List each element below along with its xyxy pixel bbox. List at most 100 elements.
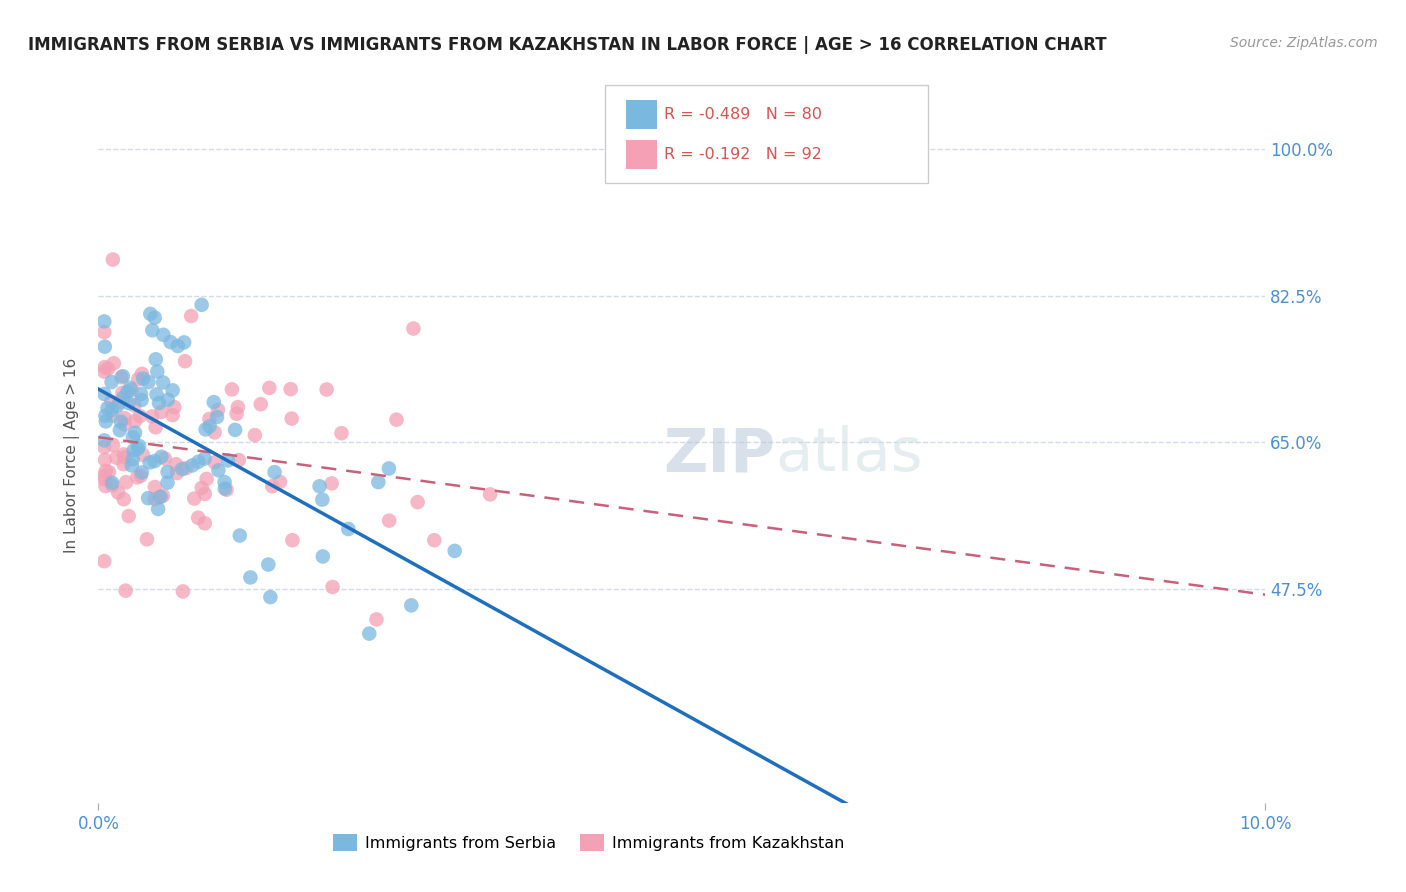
Point [198, 412, 221, 426]
Point [152, 327, 174, 342]
Point [322, 580, 344, 594]
Point [112, 391, 135, 405]
Point [152, 489, 174, 503]
Point [152, 376, 174, 390]
Point [280, 382, 302, 396]
Point [239, 570, 262, 584]
Point [281, 533, 304, 548]
Point [112, 447, 135, 461]
Point [148, 490, 170, 504]
Point [143, 454, 166, 468]
Point [146, 502, 169, 516]
Point [159, 335, 181, 350]
Point [359, 626, 381, 640]
Point [228, 453, 250, 467]
Point [93, 325, 115, 339]
Text: ZIP: ZIP [664, 425, 775, 484]
Point [217, 453, 239, 467]
Point [129, 387, 152, 401]
Point [423, 533, 446, 548]
Text: R = -0.192   N = 92: R = -0.192 N = 92 [664, 147, 821, 161]
Point [122, 452, 145, 467]
Point [315, 383, 337, 397]
Point [181, 458, 204, 473]
Point [103, 356, 125, 370]
Point [143, 310, 166, 325]
Point [143, 480, 166, 494]
Point [100, 375, 122, 389]
Point [148, 396, 170, 410]
Point [156, 475, 179, 490]
Point [204, 455, 226, 469]
Point [150, 450, 173, 464]
Point [145, 352, 167, 367]
Point [101, 478, 124, 492]
Point [378, 461, 401, 475]
Point [112, 492, 135, 507]
Point [207, 402, 229, 417]
Text: atlas: atlas [775, 425, 922, 484]
Point [121, 383, 143, 397]
Point [129, 468, 152, 483]
Point [183, 491, 205, 506]
Point [187, 455, 209, 469]
Point [406, 495, 429, 509]
Point [156, 465, 179, 479]
Point [112, 457, 135, 471]
Point [162, 408, 184, 422]
Point [131, 466, 153, 480]
Point [97, 361, 120, 376]
Point [93, 440, 115, 454]
Point [124, 398, 146, 412]
Text: IMMIGRANTS FROM SERBIA VS IMMIGRANTS FROM KAZAKHSTAN IN LABOR FORCE | AGE > 16 C: IMMIGRANTS FROM SERBIA VS IMMIGRANTS FRO… [28, 36, 1107, 54]
Point [138, 455, 160, 469]
Point [93, 554, 115, 568]
Point [257, 558, 280, 572]
Point [94, 464, 117, 478]
Point [443, 544, 465, 558]
Point [127, 470, 149, 484]
Point [94, 453, 117, 467]
Point [150, 405, 173, 419]
Point [117, 396, 139, 410]
Point [93, 387, 115, 401]
Point [101, 252, 124, 267]
Point [367, 475, 389, 489]
Point [122, 430, 145, 444]
Point [115, 475, 138, 490]
Point [312, 549, 335, 564]
Point [259, 381, 281, 395]
Point [153, 451, 176, 466]
Point [214, 475, 236, 489]
Point [195, 472, 218, 486]
Point [174, 461, 197, 475]
Point [132, 448, 155, 462]
Text: Source: ZipAtlas.com: Source: ZipAtlas.com [1230, 36, 1378, 50]
Point [194, 422, 217, 436]
Point [143, 491, 166, 506]
Point [172, 462, 194, 476]
Point [202, 395, 225, 409]
Point [128, 439, 150, 453]
Point [145, 387, 167, 401]
Point [111, 369, 134, 384]
Point [127, 442, 149, 456]
Point [194, 487, 217, 501]
Point [122, 443, 145, 458]
Point [120, 381, 142, 395]
Point [166, 466, 188, 480]
Text: R = -0.489   N = 80: R = -0.489 N = 80 [664, 107, 821, 121]
Point [366, 612, 388, 626]
Point [263, 465, 285, 479]
Point [146, 365, 169, 379]
Point [401, 599, 423, 613]
Point [385, 412, 408, 426]
Point [93, 472, 115, 486]
Point [94, 414, 117, 428]
Point [205, 409, 228, 424]
Point [207, 463, 229, 477]
Point [127, 372, 149, 386]
Point [139, 307, 162, 321]
Point [259, 590, 281, 604]
Point [101, 409, 124, 423]
